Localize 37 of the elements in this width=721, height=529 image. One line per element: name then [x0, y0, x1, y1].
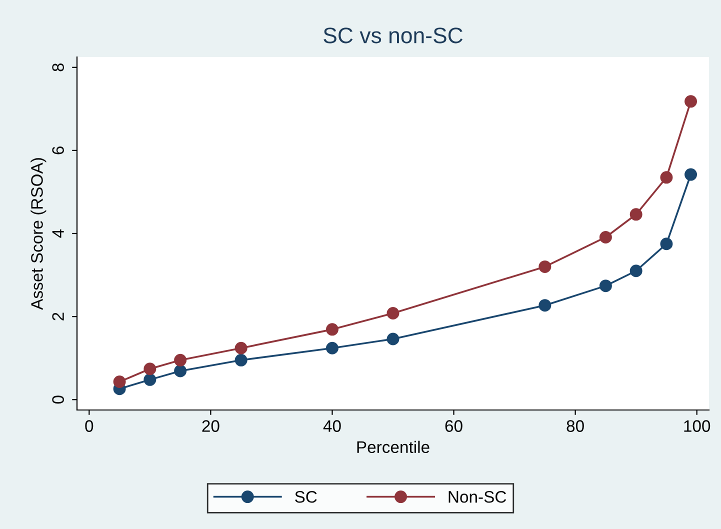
point — [326, 342, 338, 354]
x-tick-label: 60 — [445, 420, 462, 432]
x-tick-label: 0 — [85, 420, 94, 432]
point — [660, 171, 673, 184]
point — [174, 354, 187, 366]
x-tick-label: 20 — [202, 420, 220, 432]
point — [630, 208, 642, 221]
point — [174, 364, 187, 378]
point — [684, 168, 698, 181]
chart-title: SC vs non-SC — [324, 28, 463, 44]
y-tick-label: 6 — [52, 146, 64, 154]
point — [538, 260, 552, 273]
point — [234, 342, 248, 354]
point — [386, 306, 400, 320]
point — [144, 362, 156, 376]
x-tick-label: 40 — [323, 420, 341, 432]
point — [113, 376, 126, 388]
y-tick-label: 4 — [52, 229, 64, 238]
x-tick-label: 100 — [684, 420, 710, 432]
point — [144, 373, 156, 386]
y-axis-title: Asset Score (RSOA) — [30, 158, 46, 310]
point — [386, 332, 400, 346]
point — [326, 323, 338, 336]
point — [599, 280, 612, 292]
y-tick-label: 2 — [52, 312, 64, 320]
point — [234, 354, 248, 366]
x-tick-label: 80 — [566, 420, 584, 432]
point — [630, 264, 642, 278]
y-tick-label: 8 — [52, 63, 64, 72]
point — [538, 299, 552, 312]
legend-label: SC — [295, 490, 317, 503]
point — [660, 238, 673, 250]
x-axis-title: Percentile — [357, 440, 430, 454]
y-tick-label: 0 — [52, 396, 64, 404]
point — [599, 230, 612, 244]
legend-label: Non-SC — [448, 490, 506, 503]
point — [684, 95, 698, 108]
